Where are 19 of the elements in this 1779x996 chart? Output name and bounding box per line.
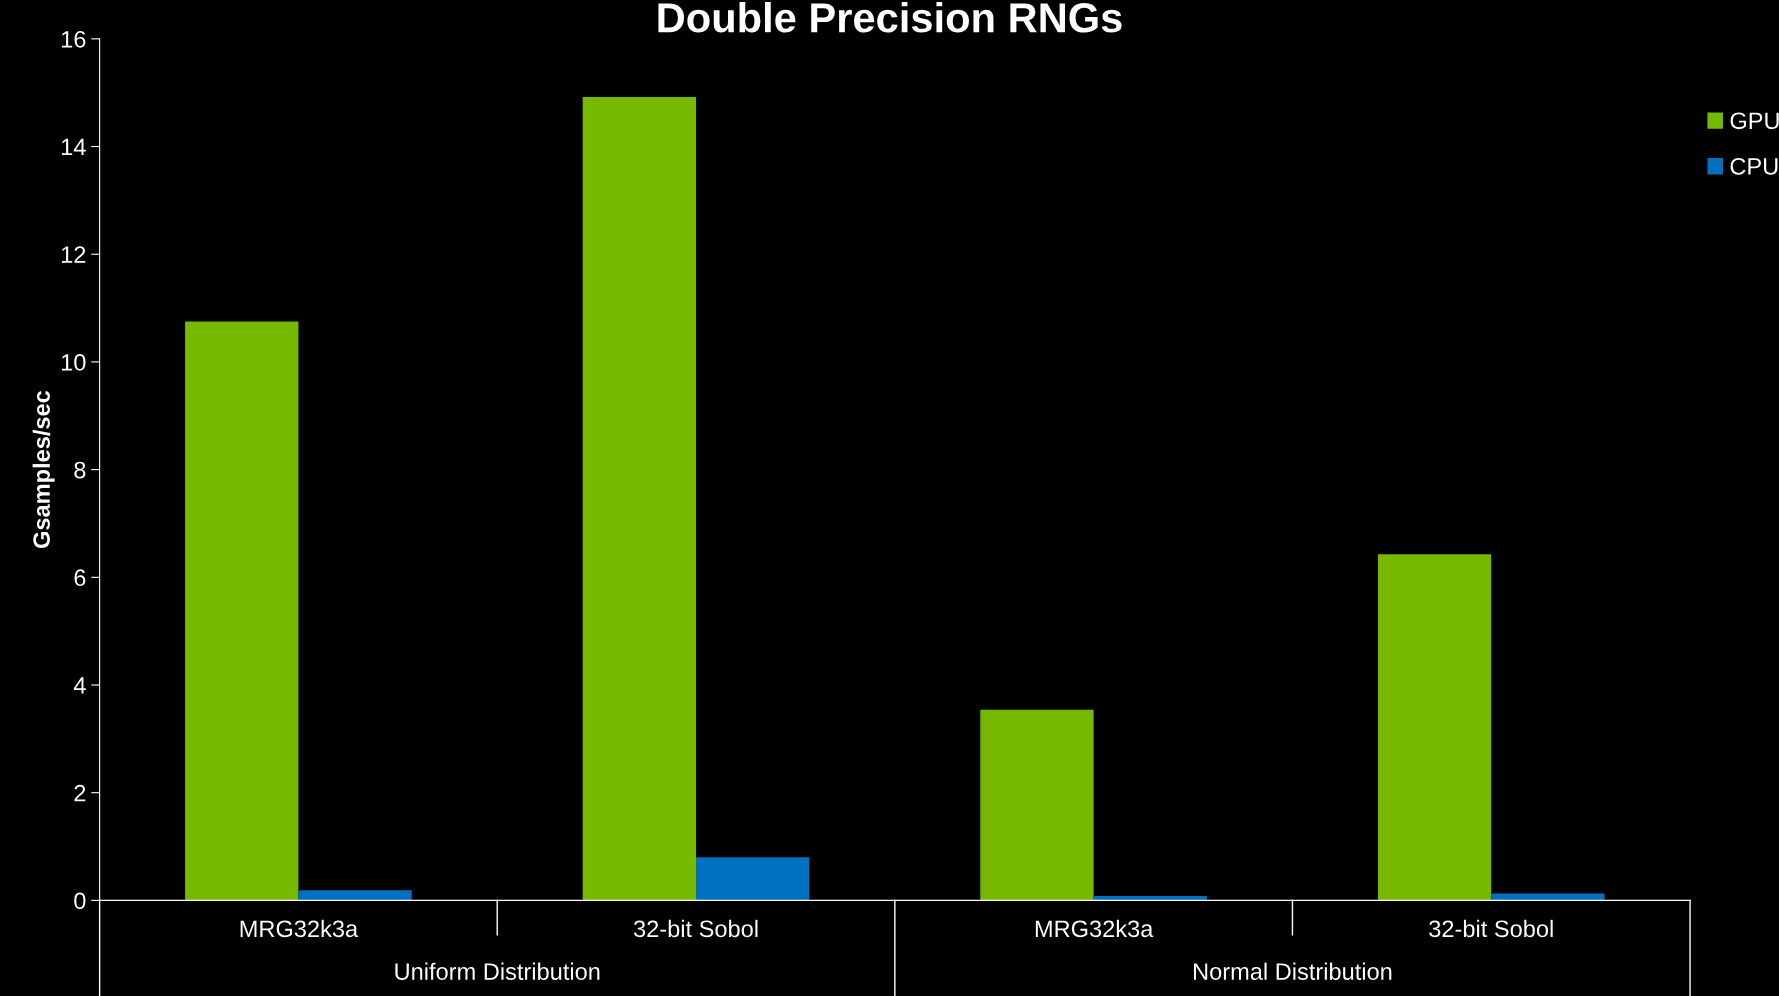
text: Normal Distribution [1194,962,1392,980]
legend-label: CPU [1730,158,1778,175]
x-tick-label: MRG32k3a [1035,919,1154,938]
y-tick-label: 14 [61,138,86,156]
text: Uniform Distribution [395,962,600,980]
y-tick-label: 0 [74,892,86,910]
y-tick-label: 2 [74,784,86,802]
x-tick-label: 32-bit Sobol [633,919,758,938]
chart-title: Double Precision RNGs [658,1,1122,33]
y-tick-label: 4 [73,677,86,694]
y-tick-label: 16 [61,30,86,48]
y-tick-label: 12 [61,246,86,263]
x-tick-label: 32-bit Sobol [1429,919,1553,938]
y-tick-label: 10 [61,353,86,371]
legend-label: GPU [1730,112,1779,130]
y-axis-title: Gsamples/sec [32,390,55,549]
y-tick-label: 6 [74,569,86,587]
x-tick-label: MRG32k3a [240,919,359,938]
y-tick-label: 8 [74,461,86,479]
